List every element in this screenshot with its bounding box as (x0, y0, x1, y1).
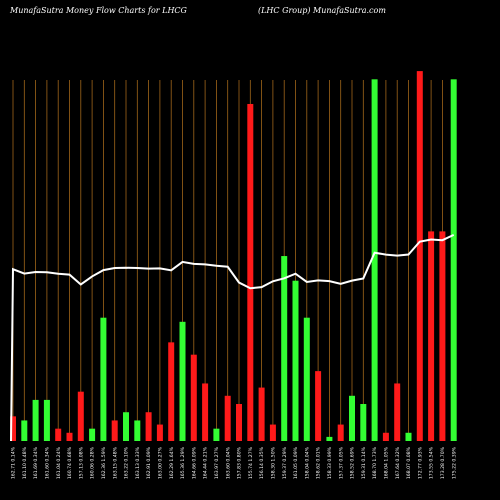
money-flow-bar (416, 71, 423, 441)
x-tick-label: 160.06 0.28% (90, 446, 96, 479)
money-flow-bar (100, 317, 107, 441)
x-tick-labels: 162.71 0.14% 161.10 0.48% 161.69 0.34% 161.… (11, 446, 458, 479)
money-flow-bar (349, 395, 355, 441)
x-tick-label: 163.97 0.27% (214, 446, 220, 479)
money-flow-bar (450, 79, 457, 441)
money-flow-bar (156, 424, 163, 441)
money-flow-bar (439, 231, 446, 441)
x-tick-label: 157.13 0.08% (78, 446, 84, 479)
x-tick-label: 175.22 0.39% (451, 446, 457, 479)
money-flow-bars (10, 71, 457, 441)
money-flow-bar (145, 412, 152, 441)
money-flow-bar (315, 371, 322, 441)
header-right-title: (LHC Group) MunafaSutra.com (258, 6, 386, 15)
money-flow-bar (394, 383, 401, 441)
money-flow-bar (89, 428, 96, 441)
x-tick-label: 164.44 0.21% (203, 446, 209, 479)
money-flow-bar (168, 342, 175, 441)
money-flow-bar (337, 424, 344, 441)
money-flow-bar (224, 395, 231, 441)
x-tick-label: 168.07 0.08% (406, 446, 412, 479)
money-flow-bar (32, 399, 39, 441)
money-flow-bar (292, 280, 299, 441)
money-flow-bar (269, 424, 276, 441)
x-tick-label: 172.77 0.93% (417, 446, 423, 479)
x-tick-label: 157.83 0.80% (237, 446, 243, 479)
x-tick-label: 165.36 1.29% (180, 446, 186, 479)
money-flow-bar (134, 420, 141, 441)
money-flow-bar (77, 391, 84, 441)
x-tick-label: 162.91 0.09% (146, 446, 152, 479)
money-flow-bar (190, 354, 197, 441)
x-tick-label: 162.36 1.59% (101, 446, 107, 479)
x-tick-label: 158.30 1.50% (271, 446, 277, 479)
price-line (10, 233, 455, 442)
x-tick-label: 163.15 0.48% (112, 446, 118, 479)
money-flow-bar (405, 432, 412, 441)
x-tick-label: 163.60 0.04% (225, 446, 231, 479)
x-tick-label: 161.10 0.48% (22, 446, 28, 479)
x-tick-label: 173.28 0.70% (440, 446, 446, 479)
x-tick-label: 158.04 0.04% (304, 446, 310, 479)
x-tick-label: 168.70 1.73% (372, 446, 378, 479)
money-flow-bar (303, 317, 310, 441)
x-tick-label: 161.60 0.34% (45, 446, 51, 479)
money-flow-bar (281, 256, 288, 441)
x-tick-label: 157.37 0.05% (338, 446, 344, 479)
money-flow-bar (213, 428, 220, 441)
x-tick-label: 164.66 0.09% (191, 446, 197, 479)
money-flow-bar (55, 428, 62, 441)
x-tick-label: 159.31 0.14% (361, 446, 367, 479)
money-flow-bar (360, 404, 367, 441)
x-tick-label: 163.22 0.10% (124, 446, 130, 479)
money-flow-bar (247, 103, 254, 441)
x-tick-label: 162.71 0.14% (11, 446, 17, 479)
x-tick-label: 158.33 0.99% (327, 446, 333, 479)
x-tick-label: 167.64 0.32% (395, 446, 401, 479)
money-flow-bar (66, 432, 73, 441)
x-tick-label: 173.55 0.54% (429, 446, 435, 479)
money-flow-bar (236, 404, 242, 441)
x-tick-label: 168.04 1.05% (384, 446, 390, 479)
money-flow-bar (258, 387, 265, 441)
money-flow-bar (202, 383, 209, 441)
x-tick-label: 156.14 0.35% (259, 446, 265, 479)
x-tick-label: 158.62 0.01% (316, 446, 322, 479)
money-flow-bar (382, 432, 389, 441)
x-tick-label: 161.05 0.09% (293, 446, 299, 479)
money-flow-bar (43, 399, 50, 441)
money-flow-bar (123, 412, 129, 441)
x-tick-label: 163.00 0.27% (158, 446, 164, 479)
x-tick-label: 155.74 1.27% (248, 446, 254, 479)
money-flow-bar (21, 420, 28, 441)
x-tick-label: 158.52 0.69% (350, 446, 356, 479)
x-tick-label: 163.13 0.33% (135, 446, 141, 479)
money-flow-bar (179, 321, 186, 441)
x-tick-label: 162.29 1.64% (169, 446, 175, 479)
money-flow-bar (10, 416, 16, 441)
x-tick-label: 159.37 0.29% (282, 446, 288, 479)
money-flow-bar (371, 79, 378, 441)
x-tick-label: 161.69 0.34% (33, 446, 39, 479)
header-left-title: MunafaSutra Money Flow Charts for LHCG (9, 6, 188, 15)
x-tick-label: 161.04 0.24% (56, 446, 62, 479)
x-tick-label: 160.74 0.68% (67, 446, 73, 479)
money-flow-bar (111, 420, 118, 441)
money-flow-bar (326, 436, 333, 441)
money-flow-bar (428, 231, 435, 441)
